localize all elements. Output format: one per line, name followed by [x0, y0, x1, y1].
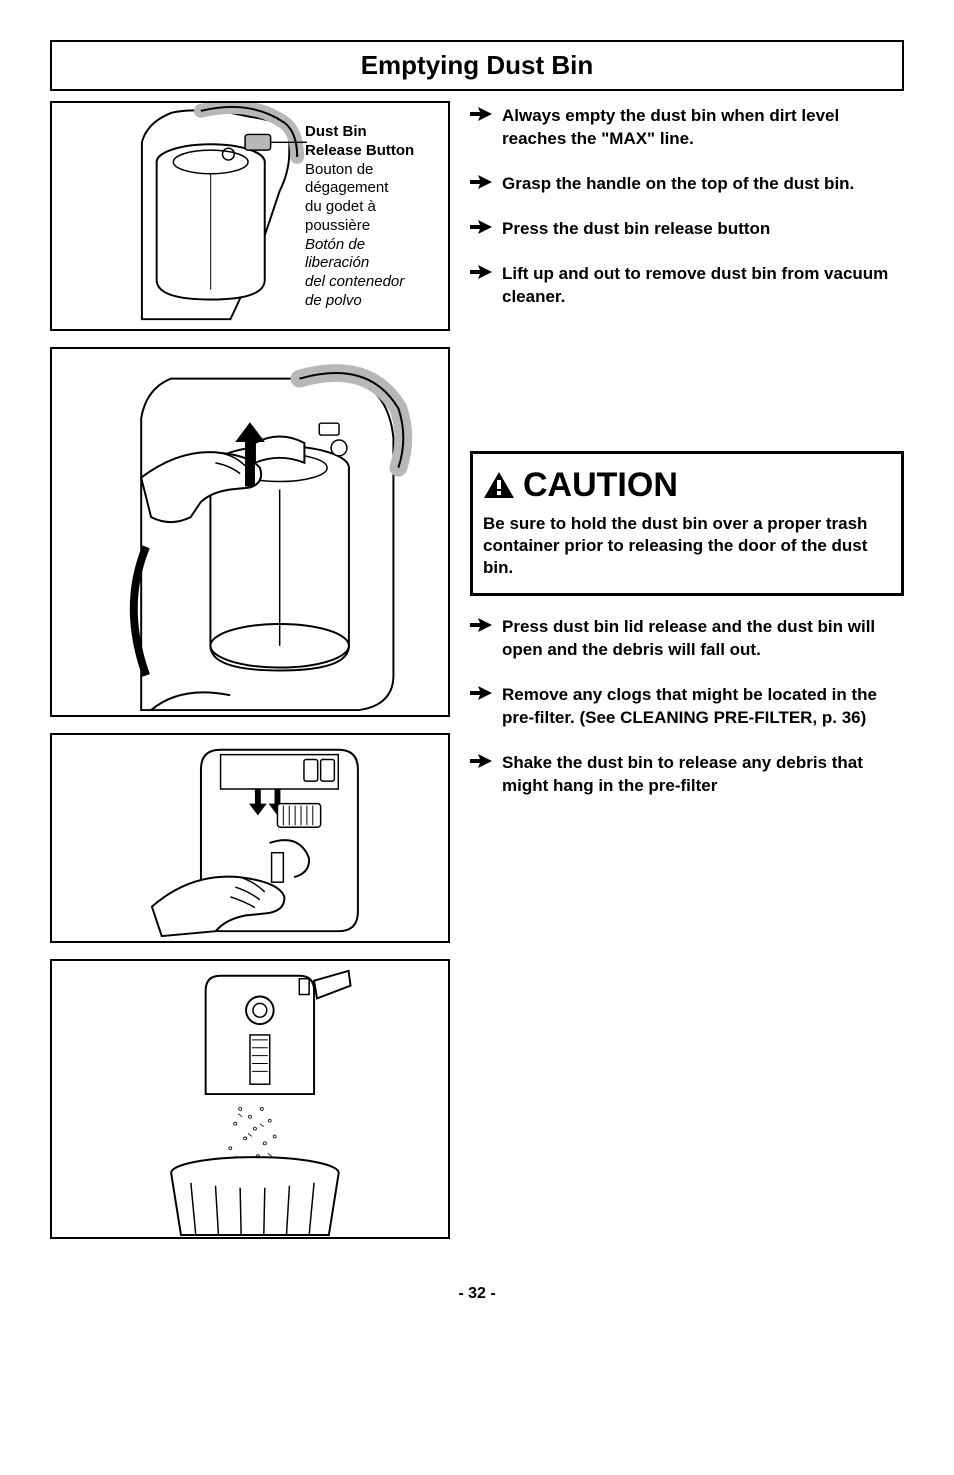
bullet-arrow-icon	[470, 618, 492, 632]
content-row: Dust Bin Release Button Bouton de dégage…	[50, 101, 904, 1255]
bullet-text: Remove any clogs that might be located i…	[502, 684, 904, 730]
bullet-item: Press the dust bin release button	[470, 218, 904, 241]
figure-4-illustration	[52, 961, 448, 1237]
bullet-item: Lift up and out to remove dust bin from …	[470, 263, 904, 309]
caution-body: Be sure to hold the dust bin over a prop…	[483, 513, 891, 579]
bullet-arrow-icon	[470, 220, 492, 234]
bullet-item: Grasp the handle on the top of the dust …	[470, 173, 904, 196]
callout-line: liberación	[305, 254, 440, 273]
bullet-item: Remove any clogs that might be located i…	[470, 684, 904, 730]
callout-line: Botón de	[305, 236, 440, 255]
callout-line: dégagement	[305, 179, 440, 198]
bullet-arrow-icon	[470, 686, 492, 700]
bullet-arrow-icon	[470, 754, 492, 768]
callout-line: Bouton de	[305, 161, 440, 180]
page-title: Emptying Dust Bin	[64, 50, 890, 81]
figure-1-box: Dust Bin Release Button Bouton de dégage…	[50, 101, 450, 331]
bullet-text: Grasp the handle on the top of the dust …	[502, 173, 854, 196]
callout-line: du godet à	[305, 198, 440, 217]
bullet-text: Lift up and out to remove dust bin from …	[502, 263, 904, 309]
right-column: Always empty the dust bin when dirt leve…	[470, 101, 904, 1255]
figure-4-box	[50, 959, 450, 1239]
bullet-text: Always empty the dust bin when dirt leve…	[502, 105, 904, 151]
bullet-arrow-icon	[470, 175, 492, 189]
bullet-item: Shake the dust bin to release any debris…	[470, 752, 904, 798]
spacer	[470, 331, 904, 421]
callout-line: poussière	[305, 217, 440, 236]
title-box: Emptying Dust Bin	[50, 40, 904, 91]
bullet-arrow-icon	[470, 107, 492, 121]
figure-1-callout: Dust Bin Release Button Bouton de dégage…	[305, 123, 440, 311]
caution-title: CAUTION	[523, 466, 678, 505]
bullet-item: Always empty the dust bin when dirt leve…	[470, 105, 904, 151]
bullet-arrow-icon	[470, 265, 492, 279]
bullet-text: Press dust bin lid release and the dust …	[502, 616, 904, 662]
callout-line: de polvo	[305, 292, 440, 311]
bullet-text: Press the dust bin release button	[502, 218, 770, 241]
callout-line: del contenedor	[305, 273, 440, 292]
warning-icon	[483, 471, 515, 499]
left-column: Dust Bin Release Button Bouton de dégage…	[50, 101, 450, 1255]
figure-2-illustration	[52, 349, 448, 715]
bullet-item: Press dust bin lid release and the dust …	[470, 616, 904, 662]
caution-box: CAUTION Be sure to hold the dust bin ove…	[470, 451, 904, 596]
figure-3-box	[50, 733, 450, 943]
bullet-text: Shake the dust bin to release any debris…	[502, 752, 904, 798]
caution-heading: CAUTION	[483, 466, 891, 505]
figure-3-illustration	[52, 735, 448, 941]
callout-line: Release Button	[305, 142, 440, 161]
figure-2-box	[50, 347, 450, 717]
callout-line: Dust Bin	[305, 123, 440, 142]
page-number: - 32 -	[50, 1285, 904, 1303]
